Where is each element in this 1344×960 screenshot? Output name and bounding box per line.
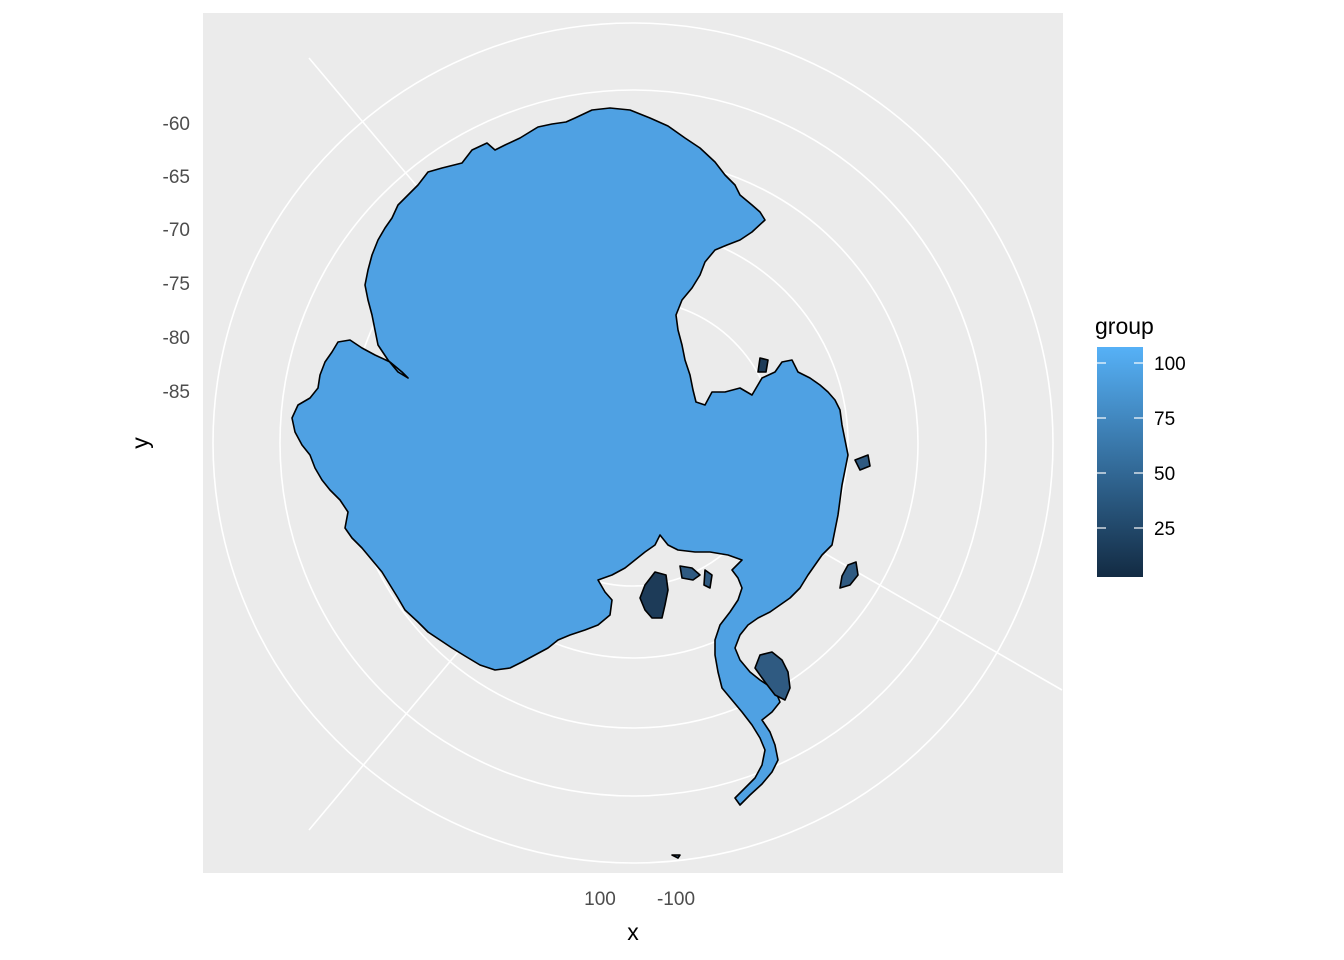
weddell-sea-island	[639, 571, 669, 619]
x-axis-ticks: 100 -100	[584, 889, 695, 910]
legend-label: 50	[1154, 464, 1175, 485]
latitude-ring-60	[212, 22, 1054, 864]
y-tick-label: -85	[163, 382, 190, 403]
legend-ticks	[1097, 362, 1143, 529]
ross-island-a	[679, 565, 701, 581]
legend-label: 25	[1154, 519, 1175, 540]
legend-label: 100	[1154, 354, 1186, 375]
small-isle-2	[671, 854, 681, 859]
x-tick-label: 100	[584, 889, 616, 910]
legend: group 100 75 50 25	[1095, 313, 1186, 577]
legend-colorbar	[1097, 347, 1143, 577]
peninsula-island-b	[839, 561, 859, 589]
x-axis-title: x	[627, 919, 639, 945]
small-isle-1	[854, 454, 871, 471]
y-axis-ticks: -60 -65 -70 -75 -80 -85	[163, 114, 190, 403]
y-tick-label: -65	[163, 167, 190, 188]
antarctic-mainland	[291, 107, 849, 806]
peninsula-island-a	[754, 651, 791, 701]
y-tick-label: -75	[163, 274, 190, 295]
ross-island-b	[703, 569, 713, 589]
y-axis-title: y	[127, 437, 153, 449]
latitude-ring-65	[279, 89, 987, 797]
east-island	[757, 357, 769, 373]
y-tick-label: -70	[163, 220, 190, 241]
legend-label: 75	[1154, 409, 1175, 430]
land-polygons	[291, 107, 871, 859]
legend-title: group	[1095, 313, 1154, 339]
y-tick-label: -80	[163, 328, 190, 349]
x-tick-label: -100	[657, 889, 695, 910]
y-tick-label: -60	[163, 114, 190, 135]
